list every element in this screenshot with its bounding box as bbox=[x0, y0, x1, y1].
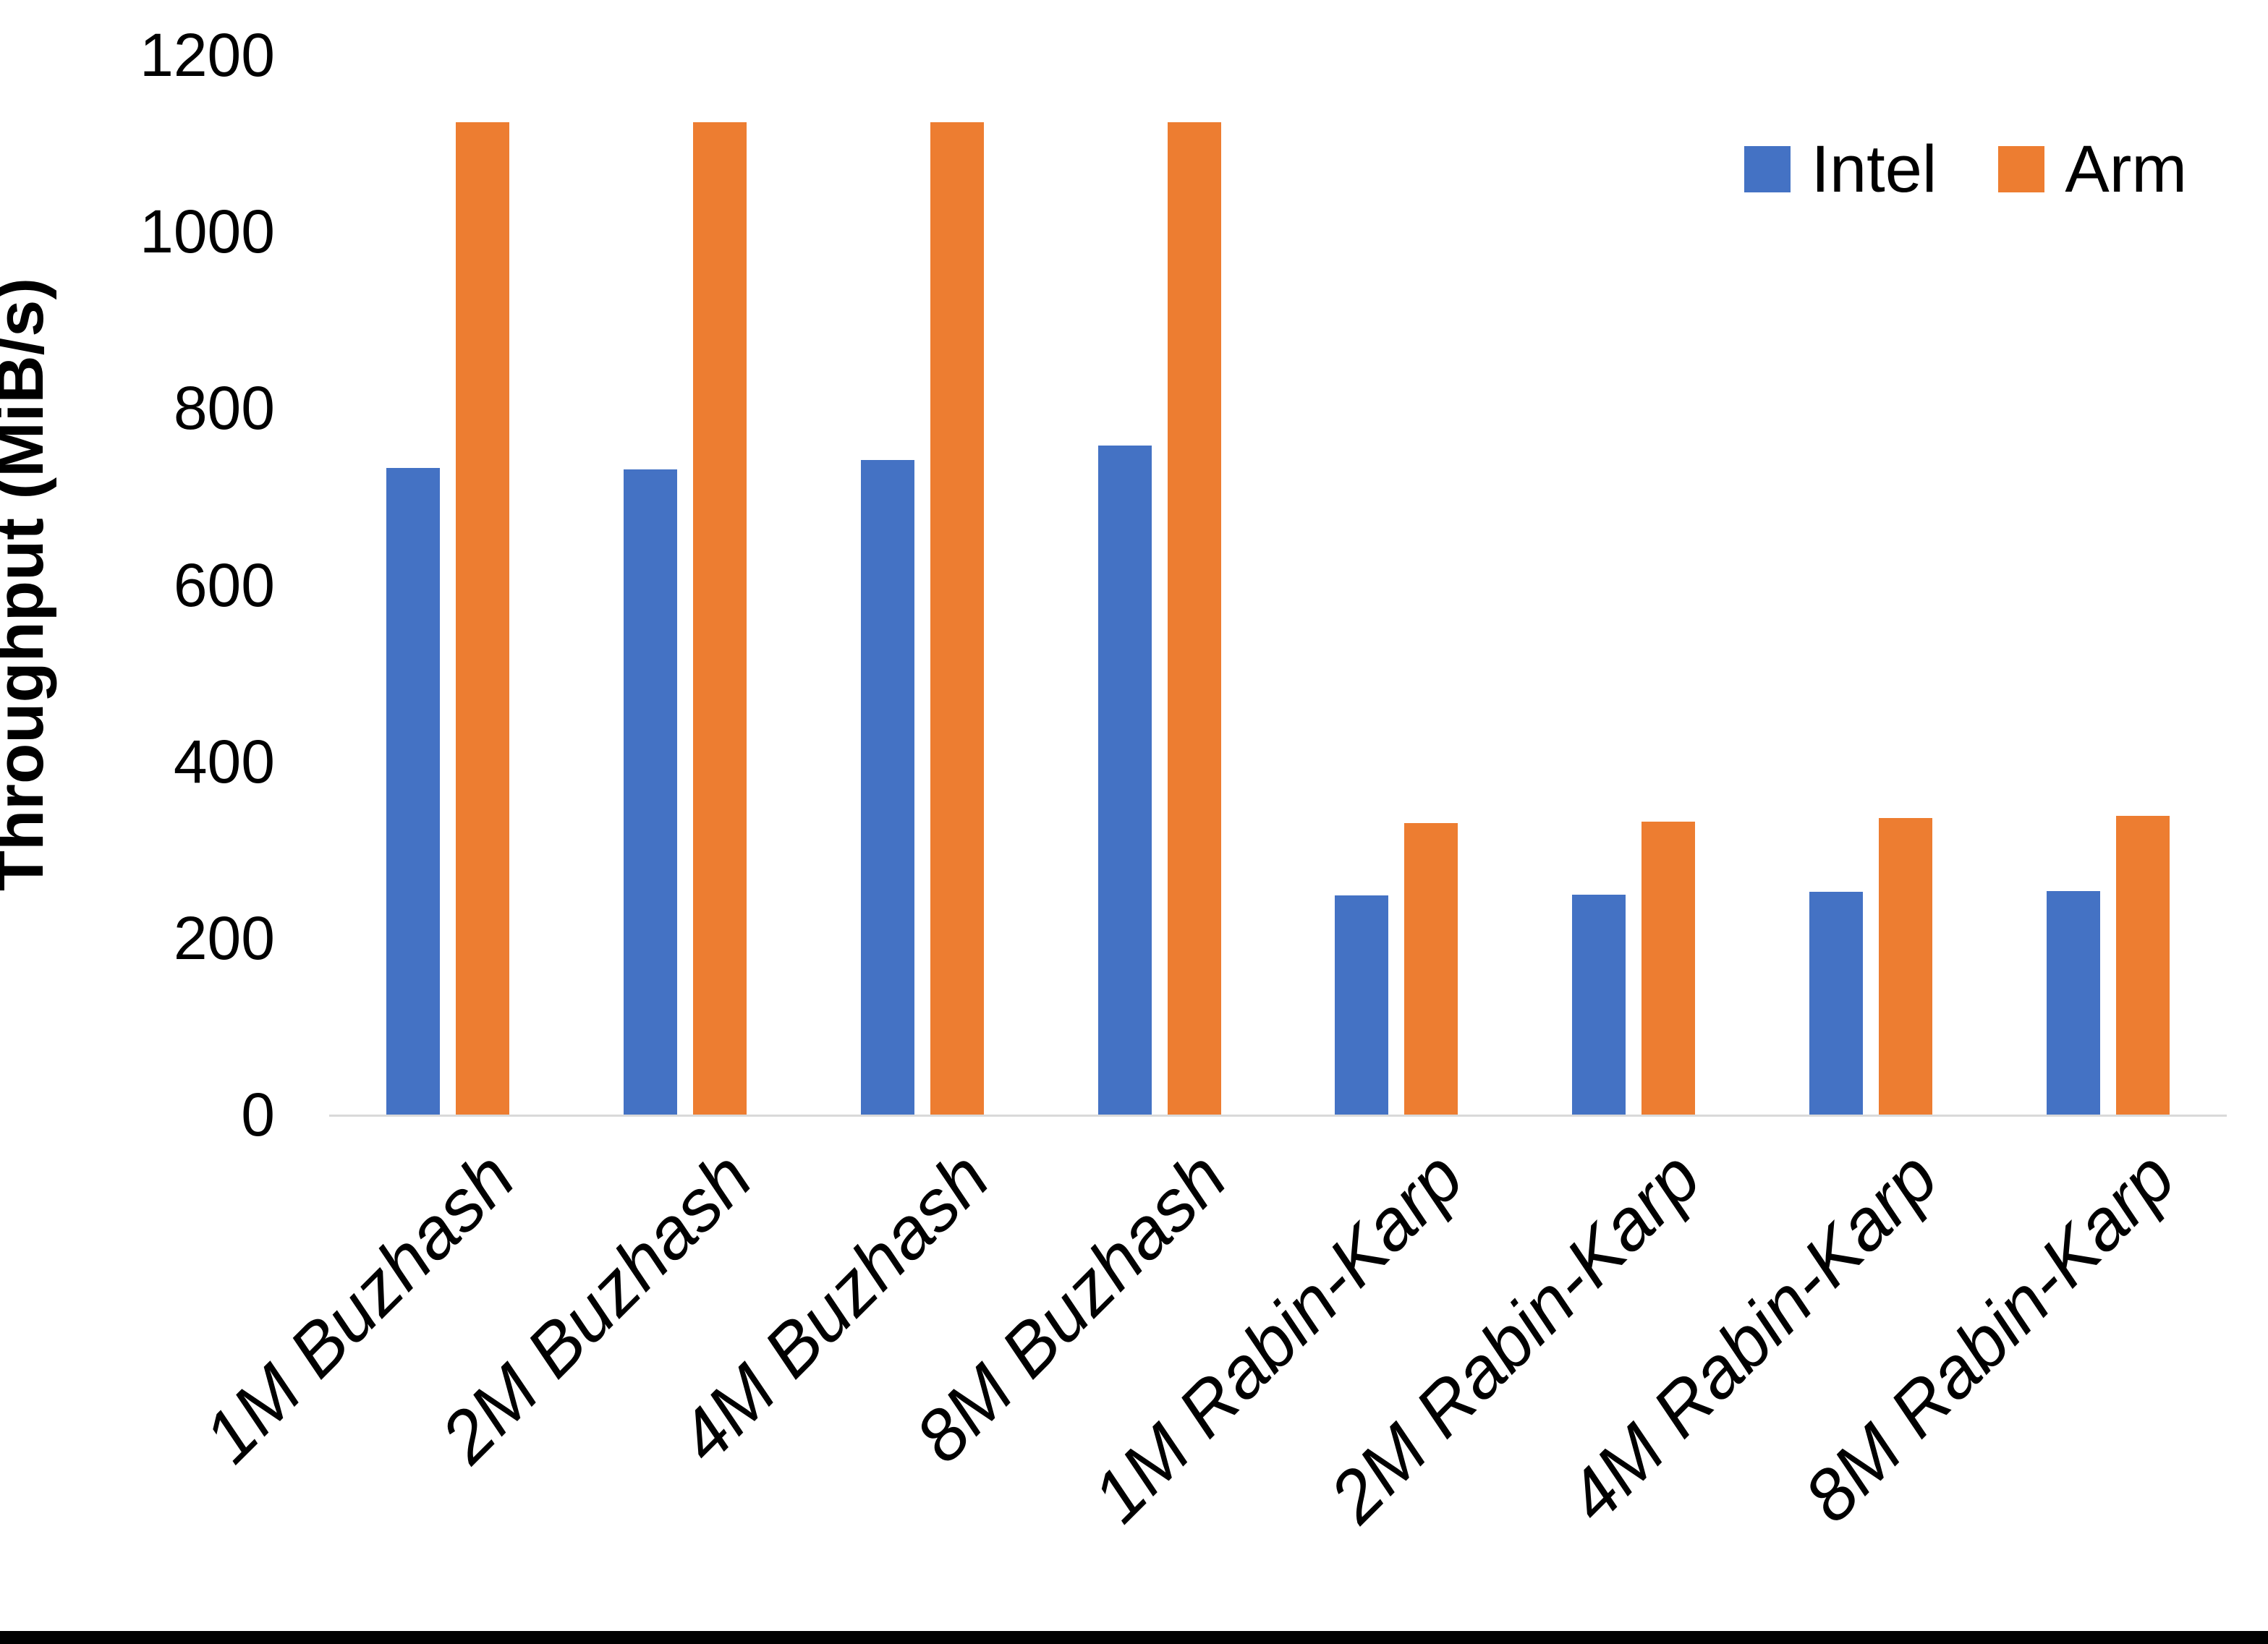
bar-arm bbox=[1167, 122, 1221, 1115]
bar-intel bbox=[1809, 892, 1864, 1115]
y-tick-label: 800 bbox=[173, 374, 275, 443]
bar-group bbox=[1041, 55, 1278, 1115]
y-tick-label: 200 bbox=[173, 903, 275, 972]
legend-item-intel: Intel bbox=[1744, 136, 1937, 203]
legend: Intel Arm bbox=[1744, 136, 2187, 203]
bar-intel bbox=[623, 469, 677, 1115]
bar-arm bbox=[1879, 817, 1933, 1115]
bar-intel bbox=[860, 460, 914, 1115]
bar-group bbox=[1515, 55, 1752, 1115]
bar-intel bbox=[2047, 891, 2101, 1115]
bar-arm bbox=[455, 122, 509, 1115]
bar-series-container bbox=[329, 55, 2227, 1115]
y-tick-label: 400 bbox=[173, 727, 275, 796]
bar-group bbox=[329, 55, 566, 1115]
x-category-label: 1M Buzhash bbox=[188, 1136, 530, 1478]
y-tick-label: 0 bbox=[241, 1081, 275, 1149]
bar-group bbox=[1989, 55, 2227, 1115]
y-tick-label: 1000 bbox=[140, 197, 275, 266]
legend-item-label: Intel bbox=[1811, 132, 1937, 206]
bar-arm bbox=[1641, 821, 1696, 1115]
bar-intel bbox=[1335, 895, 1389, 1115]
y-tick-label: 600 bbox=[173, 550, 275, 619]
bar-intel bbox=[1097, 445, 1152, 1115]
bar-group bbox=[804, 55, 1041, 1115]
x-axis-line bbox=[329, 1115, 2227, 1117]
bar-arm bbox=[930, 122, 984, 1115]
bar-group bbox=[1278, 55, 1516, 1115]
bar-group bbox=[566, 55, 804, 1115]
y-tick-label: 1200 bbox=[140, 21, 275, 89]
plot-area bbox=[329, 55, 2227, 1115]
legend-item-label: Arm bbox=[2065, 132, 2187, 206]
bottom-border bbox=[0, 1631, 2268, 1644]
legend-item-arm: Arm bbox=[1998, 136, 2187, 203]
bar-intel bbox=[1572, 895, 1626, 1115]
bar-arm bbox=[692, 122, 747, 1115]
legend-swatch-icon bbox=[1744, 146, 1791, 192]
bar-intel bbox=[386, 468, 440, 1115]
bar-group bbox=[1752, 55, 1989, 1115]
legend-swatch-icon bbox=[1998, 146, 2045, 192]
bar-arm bbox=[2116, 816, 2170, 1115]
bar-arm bbox=[1404, 823, 1458, 1115]
